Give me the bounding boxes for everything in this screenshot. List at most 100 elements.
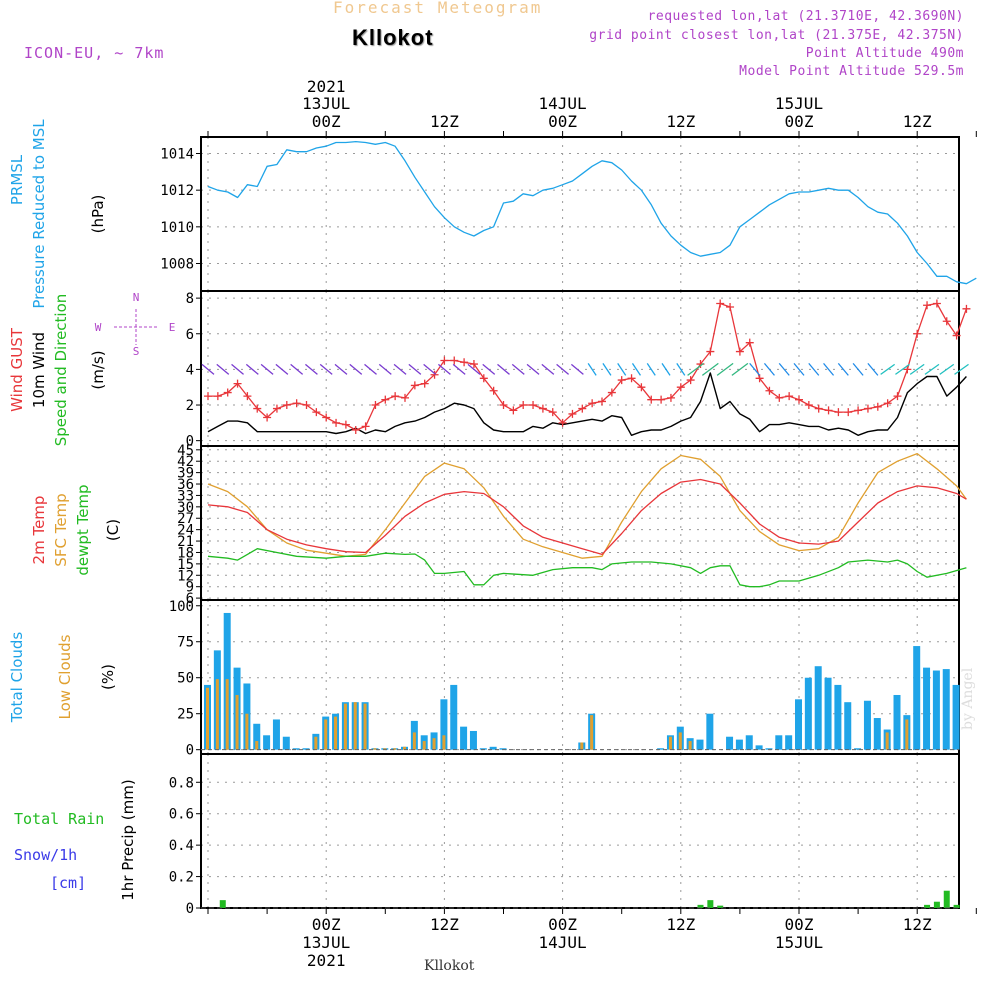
gust-marker [469, 360, 478, 369]
low-cloud-bar [383, 748, 387, 750]
gust-marker [745, 338, 754, 347]
low-cloud-bar [688, 741, 692, 750]
ytick-label: 2 [186, 398, 194, 414]
ytick-label: 0.8 [169, 775, 194, 791]
total-cloud-bar [942, 669, 950, 750]
wind-speed-line [207, 372, 967, 436]
gust-marker [489, 386, 498, 395]
low-cloud-bar [314, 736, 318, 750]
gust-marker [706, 347, 715, 356]
wind-arrow [245, 363, 259, 375]
total-cloud-bar [765, 748, 773, 750]
ytick-label: 24 [177, 523, 194, 539]
wind-arrow [808, 362, 820, 376]
wind-arrow [231, 363, 244, 375]
gust-marker [883, 399, 892, 408]
gust-marker [332, 418, 341, 427]
low-cloud-bar [245, 713, 249, 750]
gust-marker [243, 392, 252, 401]
low-cloud-bar [905, 719, 909, 750]
dewpoint-line [207, 548, 967, 588]
total-cloud-bar [893, 694, 901, 750]
bottom-axis-hour: 12Z [903, 915, 932, 934]
wind-arrow [364, 363, 377, 375]
gust-marker [726, 303, 735, 312]
gust-marker [913, 329, 922, 338]
gust-marker [844, 408, 853, 417]
wind-arrow [482, 363, 496, 375]
wind-arrow [617, 363, 627, 376]
gust-marker [509, 406, 518, 415]
wind-arrow [452, 363, 466, 375]
low-cloud-bar [422, 741, 426, 750]
wind-arrow [497, 363, 510, 375]
gust-marker [893, 392, 902, 401]
ytick-label: 21 [177, 534, 194, 550]
total-cloud-bar [804, 677, 812, 750]
gust-marker [627, 374, 636, 383]
wind-arrow [260, 363, 274, 375]
top-axis-hour: 00Z [312, 112, 341, 131]
prmsl-label: PRMSL [8, 154, 26, 205]
pressure-msl-label: Pressure Reduced to MSL [30, 119, 48, 309]
gust-marker [361, 422, 370, 431]
panel-frame [200, 290, 960, 447]
precip-unit-label: 1hr Precip (mm) [119, 779, 137, 900]
low-cloud-bar [206, 687, 209, 750]
temp-2m-line [207, 478, 967, 556]
ytick-label: 0.4 [169, 838, 194, 854]
total-clouds-label: Total Clouds [8, 632, 26, 724]
top-axis-date: 13JUL [302, 94, 350, 113]
gust-marker [735, 347, 744, 356]
wind-arrow [939, 363, 955, 375]
gust-marker [647, 395, 656, 404]
total-cloud-bar [292, 748, 300, 750]
wind-arrow [319, 363, 333, 375]
compass-west: W [95, 321, 102, 334]
bottom-axis-date: 14JUL [539, 933, 587, 952]
ytick-label: 18 [177, 545, 194, 561]
gust-marker [282, 401, 291, 410]
bottom-axis-date: 13JUL [302, 933, 350, 952]
wind-arrow [778, 362, 790, 376]
total-cloud-bar [952, 684, 960, 750]
gust-marker [775, 393, 784, 402]
rain-bar [953, 904, 960, 908]
wind-arrow [631, 363, 642, 376]
wind-arrow [823, 362, 835, 376]
compass-east: E [169, 321, 176, 334]
wind-arrow [393, 363, 407, 375]
ytick-label: 42 [177, 454, 194, 470]
low-cloud-bar [590, 715, 594, 750]
wind-arrow [423, 363, 437, 375]
wind-arrow [909, 363, 925, 375]
wind-arrow [511, 363, 525, 375]
pressure-line [207, 140, 977, 285]
temp-2m-label: 2m Temp [30, 496, 48, 565]
wind-arrow [541, 363, 555, 375]
wind-arrow [201, 363, 215, 375]
total-cloud-bar [440, 699, 448, 750]
gust-marker [253, 404, 262, 413]
bottom-axis-hour: 00Z [785, 915, 814, 934]
rain-bar [717, 905, 724, 908]
gust-marker [834, 408, 843, 417]
10m-wind-label: 10m Wind [30, 332, 48, 408]
ytick-label: 6 [186, 327, 194, 343]
total-cloud-bar [302, 748, 310, 750]
gust-marker [716, 299, 725, 308]
rain-bar [697, 904, 704, 908]
total-cloud-bar [706, 713, 714, 750]
total-cloud-bar [253, 723, 261, 750]
top-axis-hour: 12Z [666, 112, 695, 131]
wind-arrow [749, 362, 761, 376]
gust-marker [529, 401, 538, 410]
gust-marker [401, 393, 409, 402]
gust-marker [795, 395, 803, 404]
gust-marker [568, 409, 577, 418]
wind-arrow [570, 363, 584, 375]
gust-marker [548, 408, 557, 417]
total-cloud-bar [795, 699, 802, 750]
total-cloud-bar [696, 739, 704, 750]
gust-marker [962, 304, 971, 313]
